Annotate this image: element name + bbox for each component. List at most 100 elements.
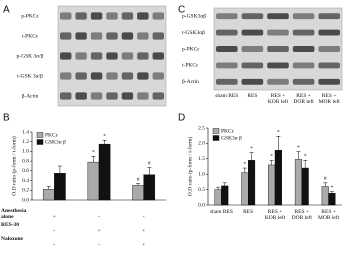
bar <box>294 159 303 206</box>
treatment-sign: - <box>98 214 100 220</box>
blot-band <box>152 72 164 80</box>
error-bar <box>249 152 254 161</box>
blot-band <box>267 46 289 52</box>
bar <box>54 173 66 201</box>
blot-label: β-Actin <box>22 93 39 99</box>
panel-letter: A <box>3 5 10 16</box>
treatment-label: Naloxone <box>1 236 23 242</box>
blot-band <box>152 32 164 40</box>
bar <box>214 189 222 206</box>
blot-band <box>267 78 289 85</box>
bar <box>87 161 100 201</box>
bar <box>132 185 144 201</box>
blot-band <box>292 46 315 52</box>
error-bar <box>91 156 96 163</box>
y-tick-label: 0.2 <box>22 188 29 194</box>
significance-marker: * <box>250 146 253 152</box>
blot-band <box>75 12 87 20</box>
blot-band <box>60 52 72 60</box>
error-bar <box>57 165 62 174</box>
treatment-sign: - <box>98 242 100 248</box>
blot-band <box>60 72 72 80</box>
blot-band <box>216 78 238 85</box>
legend-label: GSK3α β <box>221 135 242 141</box>
blot-label: p-PKCε <box>21 13 39 19</box>
error-bar <box>102 140 107 145</box>
y-tick-label: 1.0 <box>22 149 29 155</box>
lane-label: RES + MOR left <box>318 93 340 105</box>
blot-band <box>90 32 103 40</box>
error-bar <box>276 136 281 151</box>
x-tick-label: sham RES <box>209 209 233 215</box>
y-tick-label: 0.6 <box>22 168 29 174</box>
y-tick-label: 0.4 <box>22 178 29 184</box>
blot-band <box>267 62 289 69</box>
error-bar <box>329 191 334 194</box>
x-tick-label: RES + MOR left <box>317 209 340 221</box>
blot-band <box>152 92 164 100</box>
blot-band <box>75 92 87 100</box>
error-bar <box>296 151 301 160</box>
bar <box>328 193 336 206</box>
x-tick-label: RES + KOR left <box>264 209 286 221</box>
error-bar <box>242 167 247 173</box>
blot-band <box>75 52 87 60</box>
treatment-label: Anesthesia alone <box>1 208 27 220</box>
blot-label: p-PKCε <box>182 46 200 52</box>
blot-band <box>137 92 149 100</box>
y-tick-label: 0.0 <box>22 197 29 203</box>
legend-swatch <box>212 135 220 141</box>
blot-band <box>106 52 118 60</box>
blot-label: t-GSK3αβ <box>182 30 205 36</box>
bar <box>143 174 156 201</box>
significance-marker: * <box>297 145 300 151</box>
legend-label: GSK3α β <box>45 139 66 145</box>
blot-band <box>90 92 103 100</box>
lane-label: sham RES <box>215 93 239 99</box>
significance-marker: * <box>304 154 307 160</box>
blot-band <box>60 92 72 100</box>
error-bar <box>323 182 328 187</box>
blot-band <box>292 62 315 69</box>
blot-band <box>292 78 315 85</box>
blot-band <box>137 72 149 80</box>
blot-band <box>121 12 134 20</box>
blot-band <box>121 72 134 80</box>
blot-band <box>292 29 315 36</box>
blot-label: p-GSK3αβ <box>182 13 206 19</box>
bar <box>301 167 309 206</box>
significance-marker: * <box>92 150 95 156</box>
error-bar <box>136 183 141 186</box>
blot-band <box>90 12 103 20</box>
treatment-sign: - <box>53 228 56 234</box>
blot-band <box>241 29 264 36</box>
blot-band <box>292 13 315 20</box>
blot-band <box>60 12 72 20</box>
blot-band <box>137 32 149 40</box>
blot-band <box>75 72 87 80</box>
y-axis-label: O.D ratio (p-form / t-form) <box>10 136 17 196</box>
bar <box>247 160 256 206</box>
blot-band <box>241 13 264 20</box>
x-tick-label: RES <box>243 209 254 215</box>
error-bar <box>222 182 227 186</box>
blot-band <box>216 46 238 52</box>
blot-band <box>241 62 264 69</box>
blot-band <box>216 62 238 69</box>
y-tick-label: 2.5 <box>198 125 205 131</box>
blot-band <box>241 46 264 52</box>
blot-band <box>90 52 103 60</box>
legend-label: PKCε <box>45 132 59 138</box>
significance-marker: * <box>103 134 106 140</box>
legend-swatch <box>36 139 44 145</box>
x-tick-label: RES + DOR left <box>291 209 312 221</box>
y-tick-label: 1.0 <box>198 171 205 177</box>
treatment-sign: + <box>52 214 56 220</box>
y-tick-label: 1.5 <box>198 156 205 162</box>
blot-label: β-Actin <box>182 79 199 85</box>
y-tick-label: 0.0 <box>198 202 205 208</box>
lane-label: RES + KOR left <box>267 93 289 105</box>
y-tick-label: 1.4 <box>22 129 29 135</box>
error-bar <box>303 160 308 169</box>
